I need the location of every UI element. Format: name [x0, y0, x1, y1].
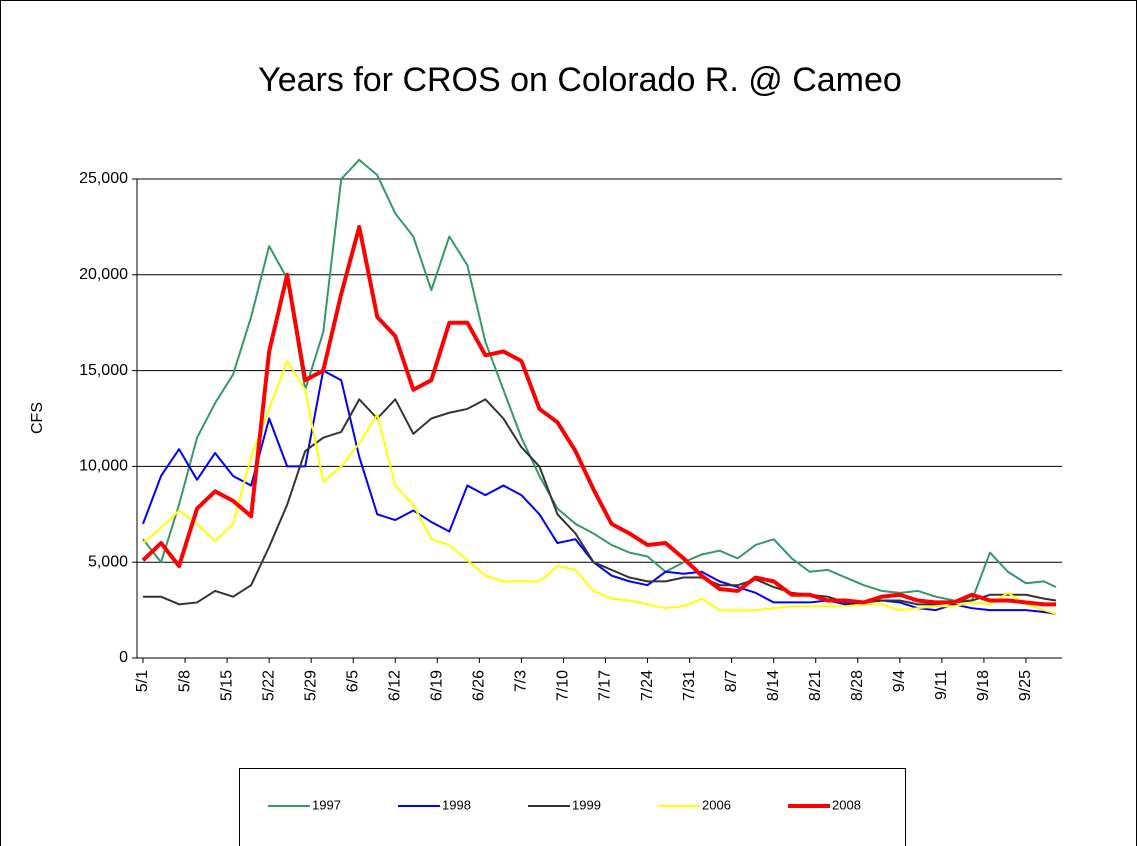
legend-label: 1998: [442, 797, 471, 812]
series-line: [142, 360, 1057, 615]
x-tick-label: 5/22: [260, 670, 277, 701]
y-tick-label: 0: [119, 649, 128, 666]
y-tick-label: 20,000: [79, 266, 128, 283]
x-tick-label: 5/29: [302, 670, 319, 701]
y-axis-label: CFS: [29, 402, 46, 434]
x-tick-label: 9/4: [891, 670, 908, 692]
x-tick-label: 8/14: [765, 670, 782, 701]
y-tick-label: 5,000: [88, 553, 128, 570]
x-tick-label: 7/3: [513, 670, 530, 692]
x-tick-label: 7/17: [597, 670, 614, 701]
x-tick-label: 6/12: [386, 670, 403, 701]
legend-label: 2008: [832, 797, 861, 812]
x-tick-label: 6/26: [471, 670, 488, 701]
x-tick-label: 7/24: [639, 670, 656, 701]
x-tick-label: 8/7: [723, 670, 740, 692]
x-tick-label: 9/11: [933, 670, 950, 700]
x-tick-label: 9/18: [975, 670, 992, 701]
x-tick-label: 5/8: [176, 670, 193, 692]
legend-label: 2006: [702, 797, 731, 812]
x-tick-label: 8/28: [849, 670, 866, 701]
legend-label: 1999: [572, 797, 601, 812]
series-line: [141, 224, 1056, 607]
x-tick-label: 8/21: [807, 670, 824, 701]
y-tick-label: 10,000: [79, 458, 128, 475]
x-tick-label: 7/10: [555, 670, 572, 701]
x-tick-label: 6/5: [344, 670, 361, 692]
x-tick-label: 7/31: [681, 670, 698, 701]
y-tick-label: 15,000: [79, 362, 128, 379]
y-tick-label: 25,000: [79, 170, 128, 187]
chart-title: Years for CROS on Colorado R. @ Cameo: [258, 61, 902, 99]
x-tick-label: 9/25: [1017, 670, 1034, 701]
series-line: [142, 369, 1057, 615]
series-line: [143, 398, 1057, 606]
x-tick-label: 6/19: [429, 670, 446, 701]
x-tick-label: 5/15: [218, 670, 235, 701]
legend-label: 1997: [312, 797, 341, 812]
x-tick-label: 5/1: [134, 670, 151, 692]
